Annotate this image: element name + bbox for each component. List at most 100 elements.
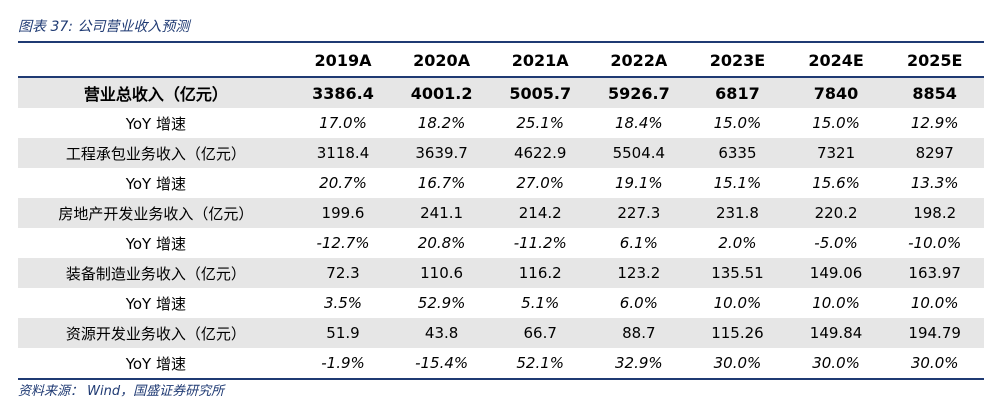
table-cell: 18.2% bbox=[417, 114, 466, 132]
table-cell: 30.0% bbox=[786, 348, 886, 380]
header-cell bbox=[18, 45, 294, 78]
table-cell: 15.6% bbox=[812, 174, 860, 192]
header-cell: 2022A bbox=[589, 45, 689, 78]
table-cell: -12.7% bbox=[316, 234, 370, 252]
table-cell: 4622.9 bbox=[490, 138, 590, 168]
table-cell: 20.7% bbox=[319, 174, 367, 192]
table-cell: 15.0% bbox=[812, 114, 860, 132]
table-cell: 194.79 bbox=[885, 318, 984, 348]
table-header-row: 2019A 2020A 2021A 2022A 2023E 2024E 2025… bbox=[18, 45, 984, 78]
table-cell: 52.1% bbox=[490, 348, 590, 380]
table-cell: 10.0% bbox=[713, 294, 762, 312]
table-row: 营业总收入（亿元） 3386.4 4001.2 5005.7 5926.7 68… bbox=[18, 77, 984, 108]
table-cell: 135.51 bbox=[688, 258, 787, 288]
table-cell: 15.1% bbox=[713, 174, 762, 192]
table-cell: 116.2 bbox=[490, 258, 590, 288]
table-cell: 8854 bbox=[885, 77, 984, 108]
table-cell: 30.0% bbox=[688, 348, 787, 380]
table-cell: 220.2 bbox=[786, 198, 886, 228]
table-cell: 32.9% bbox=[589, 348, 689, 380]
table-cell: 149.06 bbox=[786, 258, 886, 288]
table-row: 房地产开发业务收入（亿元） 199.6 241.1 214.2 227.3 23… bbox=[18, 198, 984, 228]
table-cell: 17.0% bbox=[319, 114, 367, 132]
table-cell: 20.8% bbox=[417, 234, 466, 252]
table-cell: 5.1% bbox=[521, 294, 560, 312]
table-cell: 5005.7 bbox=[490, 77, 590, 108]
table-cell: 12.9% bbox=[910, 114, 959, 132]
table-cell: 199.6 bbox=[293, 198, 393, 228]
table-cell: 15.0% bbox=[713, 114, 762, 132]
header-cell: 2020A bbox=[392, 45, 491, 78]
table-cell: 115.26 bbox=[688, 318, 787, 348]
table-row: 装备制造业务收入（亿元） 72.3 110.6 116.2 123.2 135.… bbox=[18, 258, 984, 288]
table-cell: 3639.7 bbox=[392, 138, 491, 168]
row-label: 工程承包业务收入（亿元） bbox=[18, 138, 294, 168]
table-cell: 3386.4 bbox=[293, 77, 393, 108]
table-cell: 3118.4 bbox=[293, 138, 393, 168]
table-cell: 10.0% bbox=[910, 294, 959, 312]
table-cell: 6.1% bbox=[619, 234, 658, 252]
table-cell: 123.2 bbox=[589, 258, 689, 288]
table-cell: 8297 bbox=[885, 138, 984, 168]
row-label: 营业总收入（亿元） bbox=[18, 77, 294, 108]
table-cell: 3.5% bbox=[323, 294, 363, 312]
table-cell: 72.3 bbox=[293, 258, 393, 288]
table-cell: 25.1% bbox=[516, 114, 565, 132]
title-rule bbox=[18, 41, 984, 43]
table-cell: 27.0% bbox=[516, 174, 565, 192]
table-row: YoY 增速 20.7% 16.7% 27.0% 19.1% 15.1% 15.… bbox=[18, 168, 984, 198]
table-cell: 16.7% bbox=[417, 174, 466, 192]
table-cell: 43.8 bbox=[392, 318, 491, 348]
table-cell: 52.9% bbox=[417, 294, 466, 312]
table-cell: -10.0% bbox=[908, 234, 962, 252]
table-cell: 231.8 bbox=[688, 198, 787, 228]
table-cell: 110.6 bbox=[392, 258, 491, 288]
table-row: YoY 增速 3.5% 52.9% 5.1% 6.0% 10.0% 10.0% … bbox=[18, 288, 984, 318]
header-cell: 2019A bbox=[293, 45, 393, 78]
row-label: YoY 增速 bbox=[18, 348, 294, 380]
table-cell: 19.1% bbox=[615, 174, 663, 192]
table-cell: 7840 bbox=[786, 77, 886, 108]
source-note: 资料来源： Wind，国盛证券研究所 bbox=[18, 384, 225, 399]
revenue-forecast-table: 2019A 2020A 2021A 2022A 2023E 2024E 2025… bbox=[18, 45, 984, 380]
row-label: 房地产开发业务收入（亿元） bbox=[18, 198, 294, 228]
header-cell: 2023E bbox=[688, 45, 787, 78]
table-cell: 227.3 bbox=[589, 198, 689, 228]
table-cell: 10.0% bbox=[812, 294, 860, 312]
table-cell: -5.0% bbox=[814, 234, 858, 252]
table-row: YoY 增速 -1.9% -15.4% 52.1% 32.9% 30.0% 30… bbox=[18, 348, 984, 380]
row-label: YoY 增速 bbox=[125, 294, 186, 313]
table-cell: 6817 bbox=[688, 77, 787, 108]
figure-title: 图表 37: 公司营业收入预测 bbox=[18, 16, 189, 36]
table-cell: 241.1 bbox=[392, 198, 491, 228]
header-cell: 2021A bbox=[490, 45, 590, 78]
table-cell: 198.2 bbox=[885, 198, 984, 228]
table-cell: 30.0% bbox=[885, 348, 984, 380]
table-cell: 4001.2 bbox=[392, 77, 491, 108]
table-cell: -1.9% bbox=[293, 348, 393, 380]
table-cell: 66.7 bbox=[490, 318, 590, 348]
figure-title-prefix: 图表 37: bbox=[18, 19, 73, 35]
row-label: YoY 增速 bbox=[125, 174, 186, 193]
header-cell: 2025E bbox=[885, 45, 984, 78]
table-cell: -15.4% bbox=[392, 348, 491, 380]
row-label: YoY 增速 bbox=[125, 234, 186, 253]
table-row: 资源开发业务收入（亿元） 51.9 43.8 66.7 88.7 115.26 … bbox=[18, 318, 984, 348]
table-cell: 6335 bbox=[688, 138, 787, 168]
table-row: 工程承包业务收入（亿元） 3118.4 3639.7 4622.9 5504.4… bbox=[18, 138, 984, 168]
table-cell: 5926.7 bbox=[589, 77, 689, 108]
table-cell: 13.3% bbox=[910, 174, 959, 192]
row-label: 装备制造业务收入（亿元） bbox=[18, 258, 294, 288]
table-cell: 6.0% bbox=[619, 294, 658, 312]
row-label: YoY 增速 bbox=[125, 114, 186, 133]
table-cell: 2.0% bbox=[718, 234, 757, 252]
table-cell: 51.9 bbox=[293, 318, 393, 348]
table-cell: 88.7 bbox=[589, 318, 689, 348]
table-row: YoY 增速 -12.7% 20.8% -11.2% 6.1% 2.0% -5.… bbox=[18, 228, 984, 258]
table-cell: 7321 bbox=[786, 138, 886, 168]
row-label: 资源开发业务收入（亿元） bbox=[18, 318, 294, 348]
figure-title-text: 公司营业收入预测 bbox=[77, 19, 190, 35]
header-cell: 2024E bbox=[786, 45, 886, 78]
table-cell: 149.84 bbox=[786, 318, 886, 348]
table-cell: 18.4% bbox=[615, 114, 663, 132]
